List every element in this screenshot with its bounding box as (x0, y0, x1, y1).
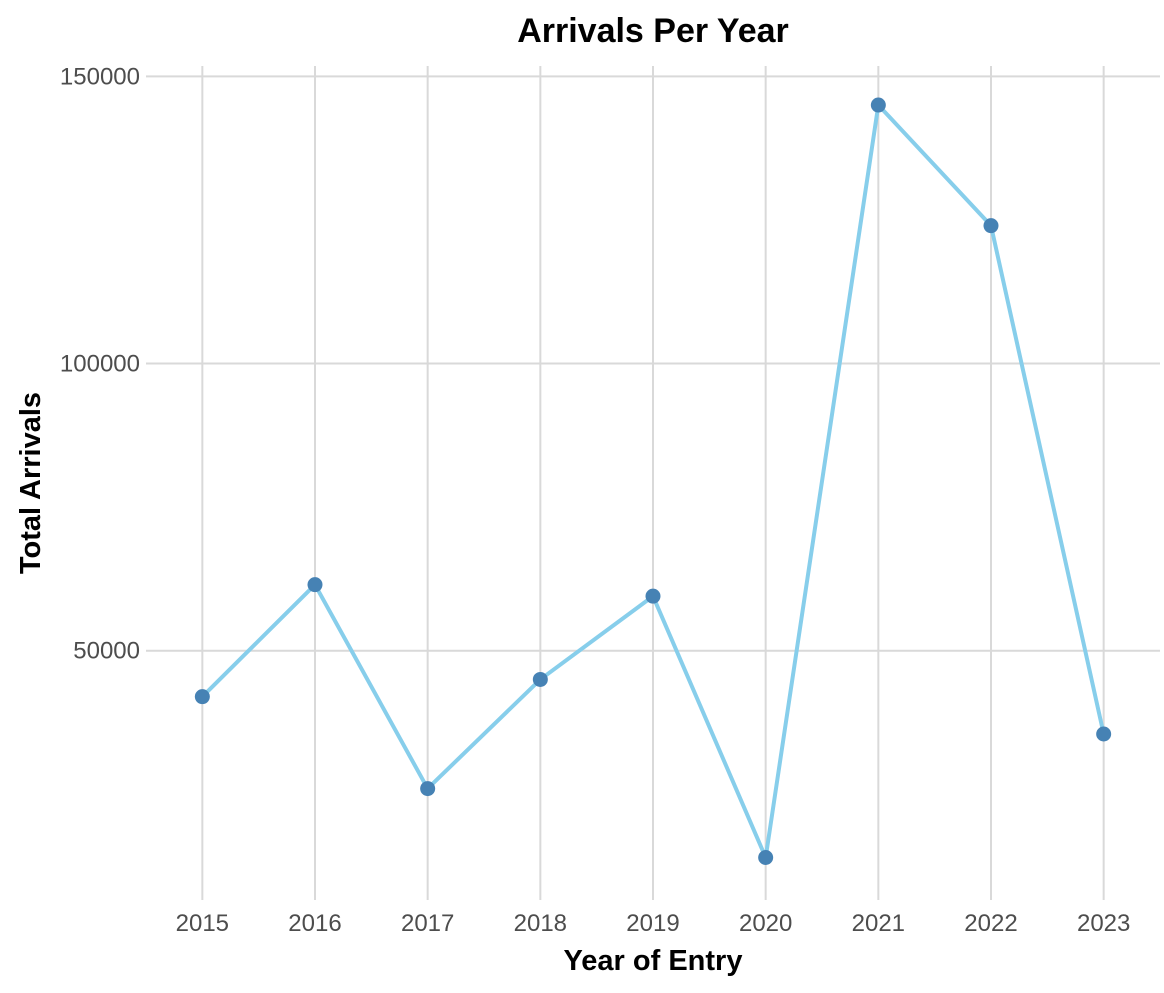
x-tick-label: 2017 (401, 910, 454, 937)
data-point (645, 588, 661, 604)
x-tick-label: 2020 (739, 910, 792, 937)
x-tick-label: 2016 (288, 910, 341, 937)
data-point (1096, 726, 1112, 742)
y-tick-label: 150000 (60, 63, 140, 90)
data-points (194, 97, 1112, 865)
y-tick-label: 100000 (60, 351, 140, 378)
x-tick-label: 2023 (1077, 910, 1130, 937)
x-axis-title: Year of Entry (564, 945, 743, 977)
data-point (983, 218, 999, 234)
data-point (758, 849, 774, 865)
chart-title: Arrivals Per Year (517, 12, 789, 50)
x-tick-label: 2018 (514, 910, 567, 937)
data-point (307, 577, 323, 593)
x-tick-label: 2015 (176, 910, 229, 937)
x-tick-label: 2021 (852, 910, 905, 937)
x-tick-label: 2022 (964, 910, 1017, 937)
data-point (532, 671, 548, 687)
y-tick-label: 50000 (73, 638, 140, 665)
data-point (870, 97, 886, 113)
grid (146, 66, 1160, 900)
y-axis-title: Total Arrivals (15, 392, 47, 574)
data-point (194, 689, 210, 705)
data-point (420, 781, 436, 797)
tick-labels: 50000 100000 150000 2015 2016 2017 2018 2019 202… (60, 63, 1130, 937)
x-tick-label: 2019 (626, 910, 679, 937)
